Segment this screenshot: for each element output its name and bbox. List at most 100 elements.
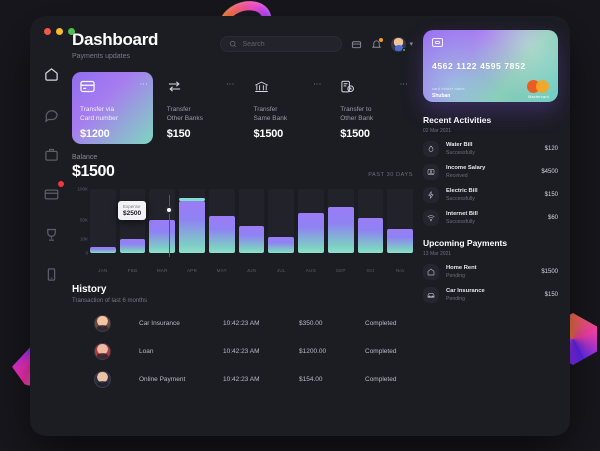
balance-bar-chart: 100K 50K 10K 0 Expense $2500 bbox=[72, 187, 414, 265]
sidebar-item-rewards[interactable] bbox=[41, 224, 61, 244]
activity-name: Internet Bill bbox=[446, 211, 478, 217]
close-button[interactable] bbox=[44, 28, 51, 35]
chart-x-tick: FEB bbox=[127, 268, 138, 273]
chart-bar[interactable] bbox=[179, 189, 205, 253]
activity-state: Successfully bbox=[446, 196, 475, 202]
chart-bar-fill bbox=[298, 213, 324, 253]
search-box[interactable] bbox=[220, 36, 343, 52]
transfer-card-to-other-bank[interactable]: ⋮ Transfer to Other Bank $1500 bbox=[332, 72, 413, 144]
chart-bar-fill bbox=[268, 237, 295, 253]
card-bottom: card holder name Shuban Mastercard bbox=[432, 80, 549, 99]
bank-icon bbox=[254, 80, 319, 93]
chart-x-tick: SEP bbox=[335, 268, 346, 273]
chart-bar[interactable] bbox=[149, 189, 176, 253]
chart-bar[interactable] bbox=[327, 189, 354, 253]
table-row[interactable]: Online Payment 10:42:23 AM $154.00 Complete… bbox=[72, 371, 413, 388]
upcoming-payments-list: Home Rent Pending $1500 Car Insurance Pendin… bbox=[423, 264, 558, 303]
transfer-card-same-bank[interactable]: ⋮ Transfer Same Bank $1500 bbox=[246, 72, 327, 144]
chart-x-axis: JAN FEB MAR APR MAY JUN JUL AUG SEP Oct Nov bbox=[90, 268, 413, 273]
notification-bell-icon bbox=[372, 39, 382, 48]
top-bar: Dashboard Payments updates bbox=[72, 30, 413, 60]
status-badge: Completed bbox=[365, 348, 397, 355]
top-bar-actions: ▾ bbox=[220, 30, 413, 52]
activity-item[interactable]: Water Bill Successfully $120 bbox=[423, 141, 558, 157]
activity-text: Electric Bill Successfully bbox=[446, 188, 545, 202]
chart-x-tick: Nov bbox=[395, 268, 405, 273]
chart-bar[interactable] bbox=[90, 189, 116, 253]
activity-amount: $60 bbox=[547, 215, 558, 221]
minimize-button[interactable] bbox=[56, 28, 63, 35]
notifications-button[interactable] bbox=[371, 37, 384, 50]
upcoming-payment-text: Home Rent Pending bbox=[446, 265, 541, 279]
recent-activities-section: Recent Activities 02 Mar 2021 Water Bill… bbox=[423, 115, 558, 226]
balance-chart-card: Balance $1500 PAST 30 DAYS 100K 50K 10K 0 E… bbox=[72, 154, 414, 273]
wallet-button[interactable] bbox=[351, 39, 362, 50]
maximize-button[interactable] bbox=[68, 28, 75, 35]
chart-hover-knob[interactable] bbox=[165, 206, 173, 214]
sidebar-item-home[interactable] bbox=[41, 64, 61, 84]
activity-amount: $4500 bbox=[541, 169, 558, 175]
chart-bar[interactable] bbox=[268, 189, 295, 253]
upcoming-payment-item[interactable]: Car Insurance Pending $150 bbox=[423, 287, 558, 303]
sidebar-item-devices[interactable] bbox=[41, 264, 61, 284]
upcoming-payments-section: Upcoming Payments 13 Mar 2021 Home Rent P… bbox=[423, 238, 558, 303]
upcoming-payments-date: 13 Mar 2021 bbox=[423, 251, 452, 257]
profile-menu[interactable]: ▾ bbox=[391, 36, 413, 52]
transfer-card-other-banks[interactable]: ⋮ Transfer Other Banks $150 bbox=[159, 72, 240, 144]
sidebar-item-messages[interactable] bbox=[41, 104, 61, 124]
activity-text: Internet Bill Successfully bbox=[446, 211, 548, 225]
transfer-card-label: Transfer Same Bank bbox=[253, 106, 288, 122]
activity-item[interactable]: Electric Bill Successfully $150 bbox=[423, 187, 558, 203]
chart-bar[interactable] bbox=[387, 189, 414, 253]
transfer-card-via-card-number[interactable]: ⋮ Transfer via Card number $1200 bbox=[72, 72, 153, 144]
credit-card-icon bbox=[80, 80, 145, 93]
table-row[interactable]: Loan 10:42:23 AM $1200.00 Completed bbox=[72, 343, 413, 360]
chart-y-tick: 50K bbox=[79, 217, 88, 223]
chart-bar[interactable] bbox=[238, 189, 265, 253]
device-icon bbox=[47, 267, 55, 281]
chart-bar[interactable] bbox=[298, 189, 324, 253]
electric-bolt-icon bbox=[423, 187, 439, 203]
page-title-block: Dashboard Payments updates bbox=[72, 30, 158, 60]
chart-period-label: PAST 30 DAYS bbox=[368, 172, 413, 178]
chat-icon bbox=[44, 109, 58, 122]
chart-x-tick: JUL bbox=[276, 268, 286, 273]
kebab-menu-icon[interactable]: ⋮ bbox=[312, 80, 322, 89]
activity-item[interactable]: Internet Bill Successfully $60 bbox=[423, 210, 558, 226]
chart-bar[interactable] bbox=[208, 189, 235, 253]
chart-x-tick: JAN bbox=[98, 268, 108, 273]
upcoming-payment-state: Pending bbox=[446, 296, 466, 302]
upcoming-payment-item[interactable]: Home Rent Pending $1500 bbox=[423, 264, 558, 280]
sidebar-item-wallet[interactable] bbox=[41, 144, 61, 164]
chart-bar-fill bbox=[90, 247, 116, 253]
chart-bar[interactable] bbox=[119, 189, 146, 253]
chart-bar[interactable] bbox=[357, 189, 384, 253]
app-window: Dashboard Payments updates bbox=[30, 16, 570, 436]
kebab-menu-icon[interactable]: ⋮ bbox=[138, 80, 148, 89]
tooltip-label: Expense bbox=[123, 204, 141, 209]
search-input[interactable] bbox=[242, 40, 334, 48]
status-badge: Completed bbox=[365, 320, 397, 327]
chart-bar-fill bbox=[208, 215, 235, 253]
card-holder-label: card holder name bbox=[432, 87, 465, 91]
transaction-time: 10:42:23 AM bbox=[223, 348, 260, 355]
balance-label: Balance bbox=[72, 154, 98, 161]
credit-card[interactable]: 4562 1122 4595 7852 card holder name Shu… bbox=[423, 30, 558, 102]
activity-item[interactable]: Income Salary Received $4500 bbox=[423, 164, 558, 180]
transfer-card-label: Transfer Other Banks bbox=[166, 106, 203, 122]
chart-y-axis: 100K 50K 10K 0 bbox=[72, 187, 90, 256]
sidebar-item-cards[interactable] bbox=[41, 181, 64, 204]
upcoming-payment-amount: $1500 bbox=[541, 269, 558, 275]
history-subtitle: Transaction of last 6 months bbox=[72, 298, 148, 304]
kebab-menu-icon[interactable]: ⋮ bbox=[225, 80, 235, 89]
recent-activities-title: Recent Activities bbox=[423, 115, 492, 125]
upcoming-payment-state: Pending bbox=[446, 273, 466, 279]
avatar bbox=[94, 371, 111, 388]
table-row[interactable]: Car Insurance 10:42:23 AM $350.00 Completed bbox=[72, 315, 413, 332]
chart-plot-area bbox=[90, 189, 414, 253]
kebab-menu-icon[interactable]: ⋮ bbox=[399, 80, 408, 89]
transfer-cards: ⋮ Transfer via Card number $1200 ⋮ Transf… bbox=[72, 72, 413, 144]
window-controls[interactable] bbox=[44, 28, 75, 35]
chart-y-tick: 10K bbox=[79, 236, 88, 242]
